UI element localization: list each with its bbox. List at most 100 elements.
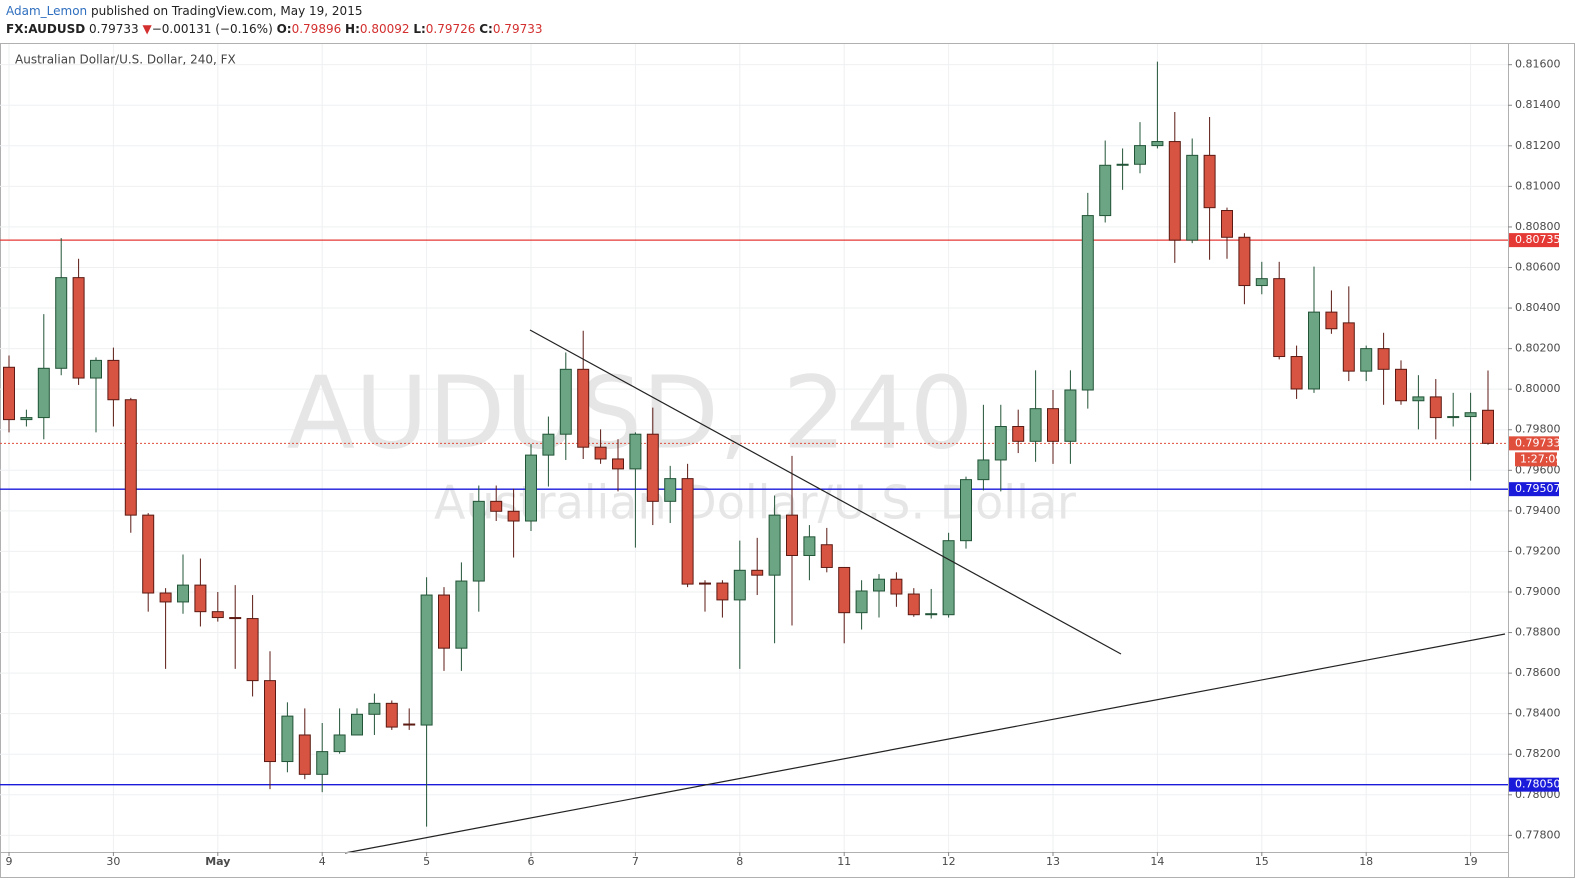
y-tick-label: 0.81400 xyxy=(1515,98,1561,111)
author[interactable]: Adam_Lemon xyxy=(6,4,87,18)
candle-body xyxy=(768,514,781,576)
quote-line: FX:AUDUSD 0.79733 ▼−0.00131 (−0.16%) O:0… xyxy=(6,22,542,36)
y-tick-label: 0.79600 xyxy=(1515,463,1561,476)
candle-body xyxy=(298,734,311,775)
y-tick-label: 0.79800 xyxy=(1515,423,1561,436)
candle-body xyxy=(1064,389,1077,442)
candle-body xyxy=(1186,154,1199,241)
candle-body xyxy=(20,417,33,421)
candle-body xyxy=(403,723,416,726)
y-tick-label: 0.77800 xyxy=(1515,828,1561,841)
candle-body xyxy=(490,500,503,512)
candle-body xyxy=(142,514,155,594)
candle-body xyxy=(786,514,798,556)
candle-body xyxy=(542,433,555,456)
candle-body xyxy=(211,611,224,619)
candle-body xyxy=(194,584,207,613)
x-tick-label: 30 xyxy=(106,855,120,868)
candle-body xyxy=(1447,416,1460,419)
arrow: ▼ xyxy=(143,22,153,36)
y-tick-label: 0.80400 xyxy=(1515,301,1561,314)
candle-body xyxy=(37,367,50,419)
x-tick-label: 15 xyxy=(1255,855,1269,868)
x-tick-label: 4 xyxy=(319,855,326,868)
y-tick-label: 0.80600 xyxy=(1515,260,1561,273)
countdown: 1:27:09 xyxy=(1520,452,1562,465)
candle-body xyxy=(264,680,276,763)
candle-body xyxy=(664,478,677,502)
candle-body xyxy=(1134,145,1146,165)
candle-body xyxy=(1325,311,1338,330)
candle-body xyxy=(107,359,120,401)
candle-body xyxy=(1203,154,1216,209)
candle-body xyxy=(960,479,972,542)
level-label: 0.78050 xyxy=(1515,778,1561,791)
last-price-box xyxy=(1509,436,1559,451)
candle-body xyxy=(1099,164,1112,217)
candle-body xyxy=(820,544,833,568)
candle-body xyxy=(925,613,938,616)
candle-body xyxy=(716,582,729,601)
x-tick-label: 11 xyxy=(837,855,851,868)
candle-body xyxy=(1360,348,1373,372)
change: −0.00131 (−0.16%) xyxy=(152,22,273,36)
trend-line xyxy=(529,329,1122,655)
candle-body xyxy=(525,454,537,522)
y-tick-label: 0.78400 xyxy=(1515,707,1561,720)
symbol: FX:AUDUSD xyxy=(6,22,85,36)
candle-body xyxy=(907,593,920,616)
candle-body xyxy=(159,592,172,603)
y-tick-label: 0.79200 xyxy=(1515,544,1561,557)
candle-body xyxy=(1290,356,1303,390)
candle-body xyxy=(368,702,381,715)
candle-body xyxy=(1151,141,1164,147)
candle-body xyxy=(594,446,607,460)
candle-body xyxy=(507,510,520,522)
ohlc-value: 0.79896 xyxy=(292,22,342,36)
candle-body xyxy=(455,580,468,649)
candle-body xyxy=(1029,408,1042,442)
candle-body xyxy=(838,566,851,614)
candle-body xyxy=(1308,311,1320,390)
candle-body xyxy=(229,617,242,620)
candle-body xyxy=(751,569,764,576)
candle-body xyxy=(351,713,363,736)
ohlc-label: H: xyxy=(345,22,360,36)
candle-body xyxy=(890,578,903,595)
candle-body xyxy=(1168,141,1181,241)
candle-body xyxy=(1221,210,1233,238)
candle-body xyxy=(577,368,590,448)
candle-body xyxy=(385,702,398,728)
candle-body xyxy=(1238,236,1251,287)
y-tick-label: 0.78800 xyxy=(1515,626,1561,639)
x-tick-label: 5 xyxy=(423,855,430,868)
candle-body xyxy=(90,359,102,379)
candle-body xyxy=(699,582,711,585)
y-tick-label: 0.80000 xyxy=(1515,382,1561,395)
x-tick-label: 7 xyxy=(632,855,639,868)
candle-body xyxy=(1047,408,1059,442)
level-label-box xyxy=(1509,482,1559,497)
ohlc-value: 0.79726 xyxy=(426,22,476,36)
candle-body xyxy=(55,277,68,369)
y-tick-label: 0.79000 xyxy=(1515,585,1561,598)
y-tick-label: 0.78200 xyxy=(1515,747,1561,760)
candle-body xyxy=(438,594,450,649)
y-tick-label: 0.80800 xyxy=(1515,220,1561,233)
candle-body xyxy=(646,433,659,502)
x-tick-label: 18 xyxy=(1359,855,1373,868)
candle-body xyxy=(1377,348,1390,370)
level-label-box xyxy=(1509,777,1559,792)
candle-body xyxy=(681,478,694,585)
y-tick-label: 0.81200 xyxy=(1515,139,1561,152)
level-label: 0.80735 xyxy=(1515,233,1561,246)
x-tick-label: 8 xyxy=(736,855,743,868)
x-tick-label: 6 xyxy=(528,855,535,868)
ohlc-label: C: xyxy=(479,22,493,36)
level-label-box xyxy=(1509,233,1559,248)
candle-body xyxy=(1395,368,1407,402)
candle-body xyxy=(72,277,85,379)
chart-title: Australian Dollar/U.S. Dollar, 240, FX xyxy=(15,53,236,67)
candle-body xyxy=(1464,412,1477,418)
ohlc-value: 0.80092 xyxy=(360,22,410,36)
